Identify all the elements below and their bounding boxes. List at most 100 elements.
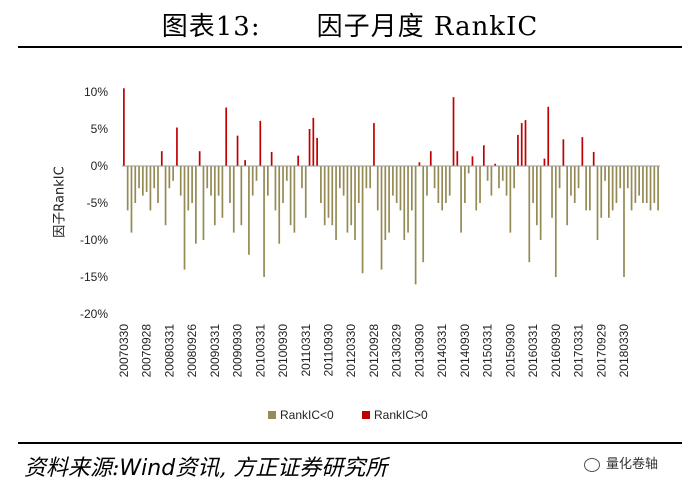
rankic-bar — [320, 166, 322, 203]
rankic-bar — [210, 166, 212, 196]
rankic-bar — [195, 166, 197, 244]
y-tick-label: -10% — [80, 233, 108, 247]
rankic-bar — [623, 166, 625, 277]
rankic-bar — [172, 166, 174, 181]
x-axis: 20070330 20070928 20080331 20080926 20090331… — [117, 324, 631, 378]
rankic-bar — [312, 117, 315, 166]
rankic-bar — [335, 166, 337, 240]
x-tick-label: 20070330 — [117, 324, 131, 378]
rankic-bar — [645, 166, 648, 203]
rankic-bar — [554, 166, 557, 277]
x-tick-label: 20150930 — [503, 324, 517, 378]
rankic-bar — [232, 166, 235, 233]
legend-label-positive: RankIC>0 — [374, 408, 428, 422]
rankic-bar — [604, 166, 606, 181]
rankic-bar — [357, 166, 360, 203]
rankic-bar — [562, 139, 565, 166]
rankic-bar — [354, 166, 356, 240]
rankic-bar — [600, 166, 603, 218]
rankic-bar — [448, 166, 451, 196]
x-tick-label: 20100930 — [276, 324, 290, 378]
rankic-bar — [221, 166, 224, 218]
y-tick-label: -15% — [80, 270, 108, 284]
rankic-bar — [339, 166, 341, 189]
rankic-bar — [630, 166, 633, 211]
rankic-bar — [168, 166, 171, 189]
x-tick-label: 20130930 — [412, 324, 426, 378]
rankic-bar — [240, 166, 243, 226]
rankic-bar — [267, 166, 269, 196]
rankic-bar — [456, 151, 459, 166]
rankic-bar — [304, 166, 307, 218]
rankic-bar — [517, 134, 519, 166]
x-tick-label: 20120330 — [344, 324, 358, 378]
rankic-bar — [524, 120, 527, 166]
figure-number: 图表13: — [161, 12, 261, 42]
rankic-bar — [316, 137, 318, 166]
rankic-bar — [422, 166, 425, 263]
rankic-bar — [657, 166, 659, 211]
x-tick-label: 20100331 — [253, 324, 267, 378]
legend-swatch-positive — [362, 411, 370, 419]
x-tick-label: 20090930 — [231, 324, 245, 378]
legend-swatch-negative — [268, 411, 276, 419]
rankic-bar — [608, 166, 610, 218]
rankic-bar — [626, 166, 629, 189]
rankic-bar — [202, 166, 205, 240]
rankic-bar — [642, 166, 644, 203]
rankic-bar — [392, 166, 394, 196]
rankic-bar — [213, 166, 216, 226]
rankic-bar — [528, 166, 531, 263]
rankic-bar — [403, 166, 406, 240]
rankic-bar — [274, 166, 277, 211]
rankic-bar — [407, 166, 409, 233]
rankic-bar — [589, 166, 591, 211]
rankic-bar — [138, 166, 140, 189]
rankic-bar — [653, 166, 656, 203]
rankic-bar — [149, 166, 152, 211]
y-tick-label: 0% — [91, 159, 109, 173]
x-tick-label: 20140331 — [435, 324, 449, 378]
rankic-bar — [191, 166, 193, 203]
rankic-bar — [566, 166, 569, 226]
rankic-bar — [331, 166, 334, 226]
rankic-bar — [301, 166, 303, 189]
rankic-bar — [536, 166, 538, 226]
bar-series — [123, 88, 659, 285]
y-tick-label: -5% — [87, 196, 109, 210]
rankic-bar — [558, 166, 561, 189]
rankic-bar — [346, 166, 349, 233]
rankic-bar — [350, 166, 353, 226]
rankic-bar — [452, 97, 455, 166]
rankic-bar — [501, 166, 504, 181]
y-tick-label: -20% — [80, 307, 108, 321]
rankic-bar — [649, 166, 652, 211]
rankic-bar — [399, 166, 402, 211]
rankic-bar — [297, 155, 300, 166]
source-wind: Wind — [119, 456, 176, 481]
rankic-bar — [418, 162, 421, 166]
rankic-bar — [619, 166, 622, 189]
rankic-bar — [251, 166, 254, 196]
rankic-bar — [285, 166, 288, 181]
rankic-bar — [475, 166, 478, 211]
rankic-bar — [369, 166, 372, 189]
rankic-bar — [342, 166, 345, 196]
rankic-bar — [179, 166, 182, 196]
rankic-bar — [429, 151, 432, 166]
rankic-bar — [596, 166, 599, 240]
rankic-bar — [592, 151, 595, 166]
rankic-bar — [361, 166, 364, 274]
x-tick-label: 20180330 — [617, 324, 631, 378]
y-tick-label: 5% — [91, 122, 109, 136]
rankic-bar — [494, 163, 497, 166]
rankic-bar — [160, 151, 163, 166]
rankic-bar — [532, 166, 534, 203]
rankic-bar — [282, 166, 284, 203]
source-note: 资料来源:Wind资讯, 方正证券研究所 — [24, 450, 387, 482]
rankic-bar — [176, 127, 178, 166]
rankic-bar — [464, 166, 466, 203]
rankic-bar — [414, 166, 417, 285]
rankic-bar — [460, 166, 462, 233]
